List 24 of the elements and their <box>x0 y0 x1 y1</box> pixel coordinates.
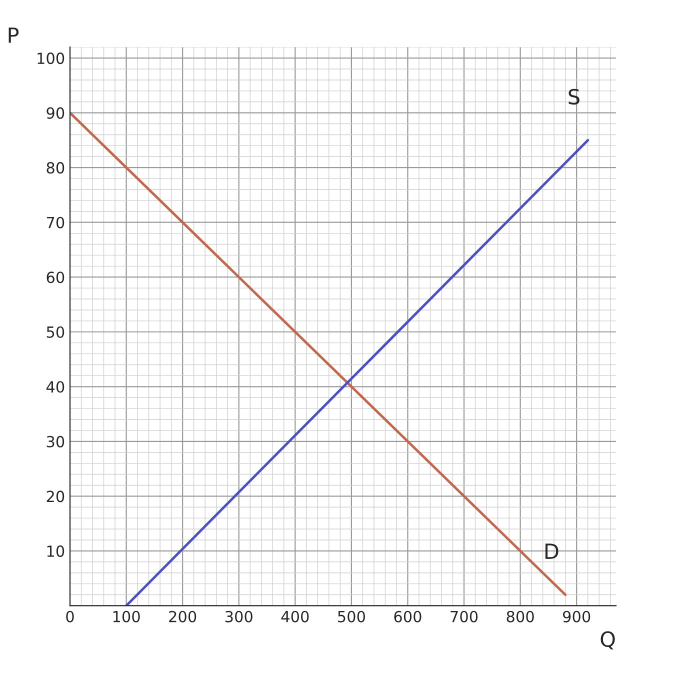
series-label: D <box>545 544 558 559</box>
x-tick-label: 800 <box>506 610 534 622</box>
y-tick-label: 90 <box>46 107 64 119</box>
x-tick-label: 700 <box>450 610 478 622</box>
y-tick-label: 20 <box>46 490 64 502</box>
y-tick-label: 40 <box>46 381 64 393</box>
series-label: S <box>568 88 580 105</box>
x-axis-title: Q <box>600 631 615 650</box>
y-tick-label: 50 <box>46 326 64 338</box>
x-tick-label: 100 <box>113 610 140 622</box>
y-tick-label: 10 <box>47 545 64 557</box>
y-tick-label: 60 <box>46 272 64 284</box>
x-tick-label: 900 <box>562 610 590 622</box>
y-tick-label: 30 <box>46 436 64 448</box>
x-tick-label: 200 <box>169 610 196 622</box>
x-tick-label: 600 <box>394 610 422 622</box>
y-axis-title: P <box>8 28 19 43</box>
y-tick-label: 100 <box>38 52 64 64</box>
x-tick-label: 0 <box>66 610 74 622</box>
y-tick-label: 70 <box>46 216 64 228</box>
y-tick-label: 80 <box>46 162 64 174</box>
x-tick-label: 500 <box>338 610 366 622</box>
x-tick-label: 400 <box>281 610 309 622</box>
x-tick-label: 300 <box>225 610 252 622</box>
